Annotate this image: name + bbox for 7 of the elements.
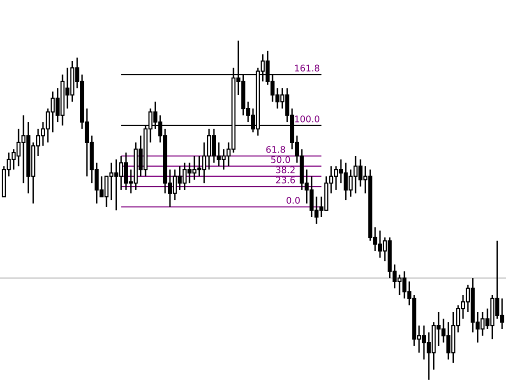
annotation: 23.6 [276, 176, 295, 184]
annotation: 161.8 [295, 64, 320, 72]
annotation: 38.2 [276, 166, 295, 174]
annotation: 100.0 [295, 116, 320, 122]
annotation: 50.0 [271, 156, 290, 164]
annotation: 61.8 [266, 146, 286, 153]
annotation: 0.0 [286, 196, 300, 204]
